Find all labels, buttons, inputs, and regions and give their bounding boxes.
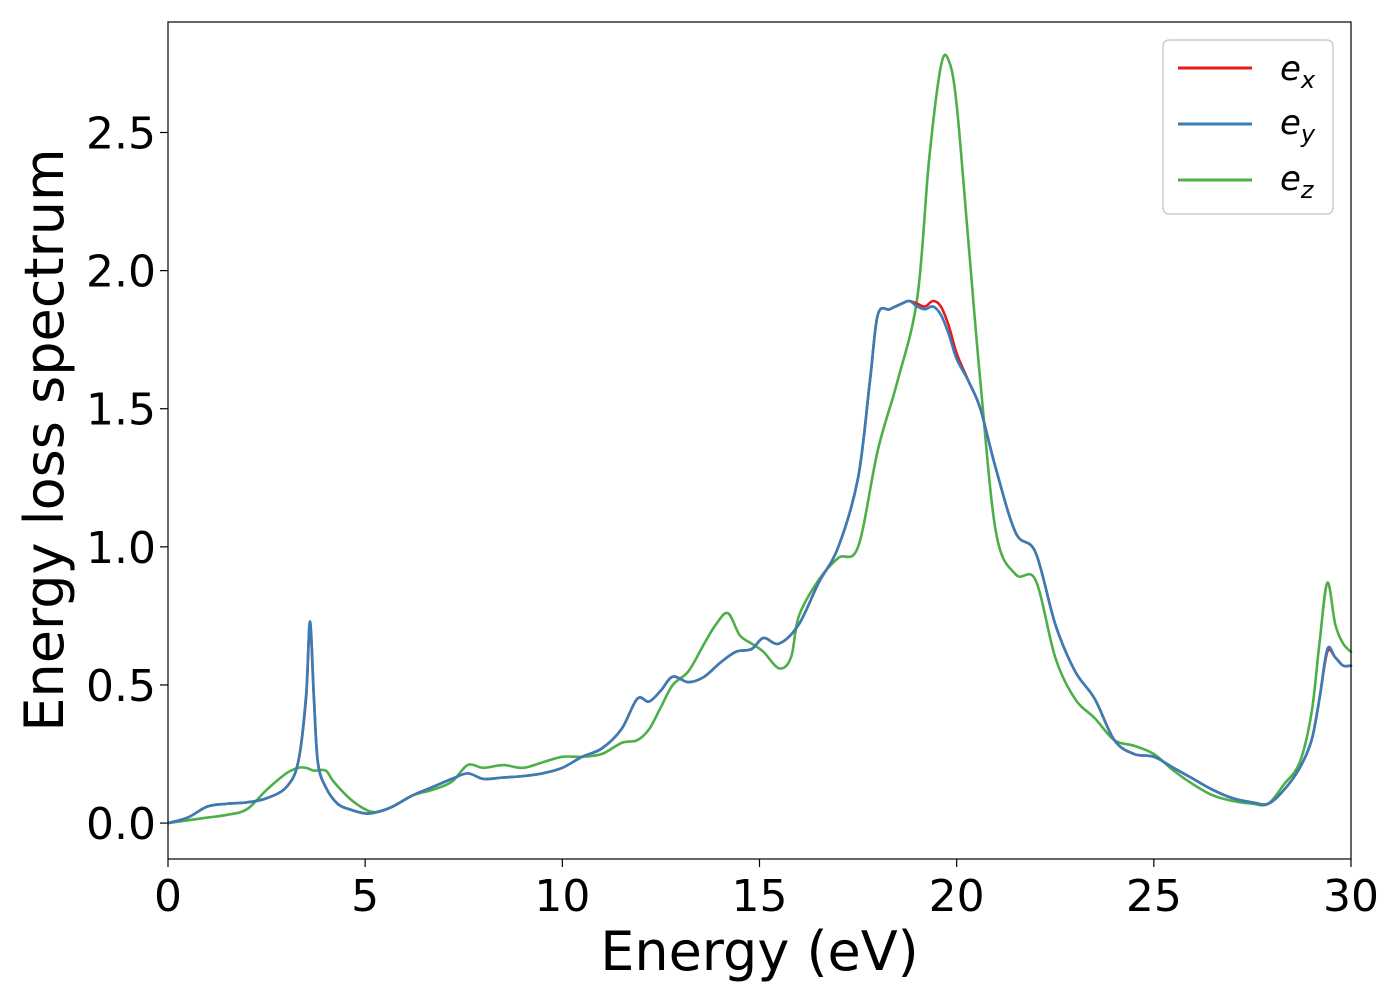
y-tick-label: 1.0 [86, 523, 156, 574]
x-tick-label: 0 [154, 871, 182, 922]
x-tick-label: 20 [929, 871, 985, 922]
x-tick-label: 10 [534, 871, 590, 922]
series-line-ey [166, 299, 1353, 825]
x-tick-label: 15 [732, 871, 788, 922]
x-tick-label: 30 [1323, 871, 1379, 922]
y-tick-label: 2.0 [86, 247, 156, 298]
y-tick-label: 1.5 [86, 385, 156, 436]
plot-area [168, 22, 1351, 859]
y-tick-label: 0.0 [86, 799, 156, 850]
y-tick-label: 2.5 [86, 108, 156, 159]
x-axis-ticks: 0 5 10 15 20 25 30 [154, 859, 1379, 922]
legend: ex ey ez [1162, 39, 1334, 215]
plot-frame [167, 21, 1352, 860]
x-tick-label: 5 [351, 871, 379, 922]
legend-label-ez: ez [1280, 159, 1315, 204]
y-axis-ticks: 0.0 0.5 1.0 1.5 2.0 2.5 [86, 108, 168, 850]
series-line-ez [166, 53, 1353, 825]
legend-label-ey: ey [1280, 103, 1316, 148]
series-layer [166, 53, 1353, 825]
y-axis-title: Energy loss spectrum [13, 148, 76, 731]
legend-label-ex: ex [1280, 49, 1316, 94]
x-tick-label: 25 [1126, 871, 1182, 922]
legend-frame [1162, 39, 1334, 215]
x-axis-title: Energy (eV) [600, 920, 919, 983]
y-tick-label: 0.5 [86, 661, 156, 712]
